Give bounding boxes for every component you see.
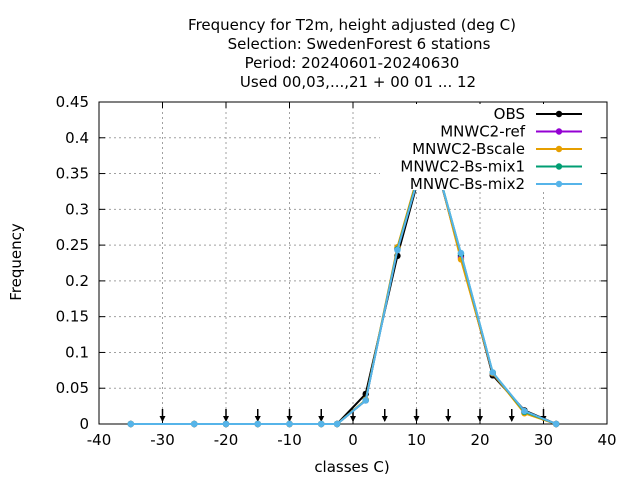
arrow-marker-head (413, 416, 420, 422)
x-tick-label: -10 (277, 431, 302, 449)
series-point (521, 407, 528, 415)
title-line-1: Frequency for T2m, height adjusted (deg … (188, 16, 516, 34)
series-point (254, 420, 261, 428)
legend-swatch-point (555, 145, 563, 153)
legend-label: MNWC-Bs-mix2 (410, 175, 525, 193)
series-point (553, 420, 560, 428)
series-point (286, 420, 293, 428)
x-tick-label: 0 (348, 431, 358, 449)
legend-label: OBS (494, 105, 525, 123)
series-point (457, 249, 465, 257)
y-tick-label: 0.1 (65, 343, 89, 361)
legend-label: MNWC2-ref (440, 123, 525, 141)
series-point (362, 397, 369, 404)
title-line-4: Used 00,03,...,21 + 00 01 ... 12 (240, 73, 476, 91)
x-axis-title: classes C) (314, 458, 389, 476)
y-tick-label: 0.25 (56, 236, 89, 254)
title-line-3: Period: 20240601-20240630 (245, 54, 460, 72)
y-tick-label: 0.45 (56, 93, 89, 111)
arrow-marker-head (508, 416, 515, 422)
axes: -40 -30 -20 -10 0 10 20 30 40 0 0.05 0.1 0.15 0.2 0.25… (56, 93, 617, 449)
arrow-marker-head (477, 416, 483, 422)
series-point (489, 369, 496, 376)
x-tick-label: -40 (87, 431, 112, 449)
x-tick-label: 40 (597, 431, 616, 449)
x-tick-label: 20 (470, 431, 489, 449)
x-tick-label: -20 (214, 431, 239, 449)
arrow-marker-head (445, 416, 452, 422)
legend-label: MNWC2-Bscale (412, 140, 525, 158)
legend-label: MNWC2-Bs-mix1 (400, 158, 525, 176)
y-tick-label: 0.2 (65, 272, 89, 290)
series-point (191, 420, 198, 428)
arrow-marker-head (381, 416, 388, 422)
chart-title: Frequency for T2m, height adjusted (deg … (188, 16, 516, 91)
x-tick-label: -30 (150, 431, 175, 449)
series-point (318, 420, 325, 428)
arrow-marker-head (223, 416, 229, 422)
legend: OBSMNWC2-refMNWC2-BscaleMNWC2-Bs-mix1MNW… (380, 104, 600, 193)
title-line-2: Selection: SwedenForest 6 stations (228, 35, 491, 53)
y-tick-label: 0 (79, 415, 89, 433)
series-group (127, 131, 560, 428)
arrow-marker-head (159, 416, 166, 422)
y-tick-label: 0.35 (56, 165, 89, 183)
series-line (130, 136, 557, 425)
arrow-marker-head (286, 416, 293, 422)
series-point (394, 246, 401, 254)
legend-box (380, 104, 600, 190)
arrow-marker-head (350, 416, 356, 422)
legend-swatch-point (555, 180, 563, 188)
y-axis-title: Frequency (7, 223, 25, 301)
arrow-marker-head (254, 416, 261, 422)
grid (99, 102, 607, 424)
legend-swatch-point (555, 128, 563, 135)
x-tick-label: 10 (407, 431, 426, 449)
series-point (222, 420, 230, 428)
series-point (127, 420, 134, 428)
y-tick-label: 0.05 (56, 379, 89, 397)
x-tick-label: 30 (534, 431, 553, 449)
series-mnwc-bs-mix2 (127, 136, 560, 428)
series-point (333, 420, 341, 428)
legend-swatch-point (555, 110, 563, 118)
y-tick-label: 0.15 (56, 308, 89, 326)
legend-swatch-point (555, 163, 563, 170)
y-tick-label: 0.4 (65, 129, 89, 147)
y-tick-label: 0.3 (65, 200, 89, 218)
arrow-marker-head (318, 416, 325, 422)
